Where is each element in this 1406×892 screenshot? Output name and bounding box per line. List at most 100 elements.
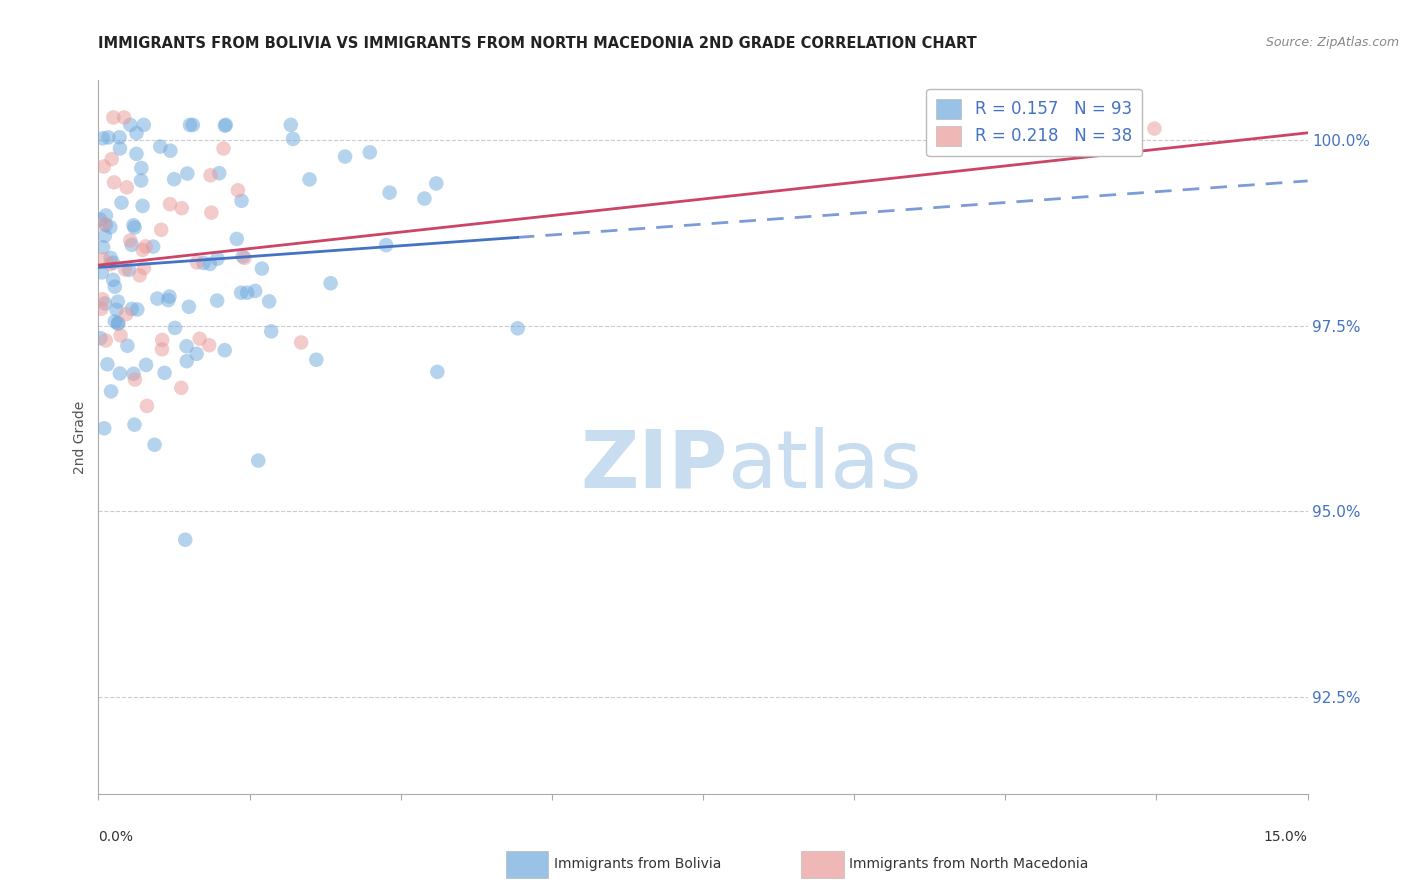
Point — [378, 186, 401, 200]
Point — [132, 260, 155, 275]
Point — [120, 118, 142, 132]
Point — [110, 328, 132, 343]
Point — [198, 338, 221, 352]
Point — [89, 212, 111, 227]
Point — [94, 228, 117, 243]
Point — [93, 160, 115, 174]
Point — [150, 333, 173, 347]
Point — [214, 343, 236, 358]
Point — [122, 367, 145, 381]
Point — [94, 218, 117, 232]
Point — [149, 139, 172, 153]
Point — [426, 365, 449, 379]
Point — [107, 317, 129, 331]
Point — [212, 141, 235, 155]
Point — [257, 294, 280, 309]
Point — [93, 421, 115, 435]
Point — [506, 321, 529, 335]
Point — [236, 285, 259, 300]
Point — [177, 300, 200, 314]
Point — [135, 239, 157, 253]
Point — [319, 277, 342, 291]
Point — [305, 352, 328, 367]
Text: Immigrants from North Macedonia: Immigrants from North Macedonia — [849, 857, 1088, 871]
Point — [103, 175, 125, 189]
Point — [121, 301, 143, 316]
Point — [131, 243, 153, 257]
Point — [125, 126, 148, 140]
Point — [163, 321, 186, 335]
Point — [112, 111, 135, 125]
Point — [122, 219, 145, 233]
Point — [104, 314, 127, 328]
Point — [107, 316, 129, 330]
Point — [208, 166, 231, 180]
Point — [150, 343, 173, 357]
Point — [413, 192, 436, 206]
Point — [115, 180, 138, 194]
Point — [125, 147, 148, 161]
Point — [281, 132, 304, 146]
Point — [188, 332, 211, 346]
Point — [97, 130, 120, 145]
Point — [375, 238, 398, 252]
Point — [131, 199, 153, 213]
Point — [105, 302, 128, 317]
Point — [101, 273, 124, 287]
Point — [170, 201, 193, 215]
Point — [176, 339, 198, 353]
Point — [176, 354, 198, 368]
Point — [91, 131, 114, 145]
Point — [229, 285, 252, 300]
Point — [207, 252, 229, 266]
Legend: R = 0.157   N = 93, R = 0.218   N = 38: R = 0.157 N = 93, R = 0.218 N = 38 — [927, 88, 1142, 156]
Point — [214, 119, 236, 133]
Point — [91, 252, 114, 267]
Point — [120, 234, 142, 248]
Point — [233, 251, 256, 265]
Point — [128, 268, 150, 283]
Point — [96, 357, 118, 371]
Point — [129, 173, 152, 187]
Point — [108, 130, 131, 145]
Point — [153, 366, 176, 380]
Text: Immigrants from Bolivia: Immigrants from Bolivia — [554, 857, 721, 871]
Point — [108, 142, 131, 156]
Point — [142, 239, 165, 253]
Point — [215, 118, 238, 132]
Point — [103, 111, 125, 125]
Point — [131, 161, 153, 175]
Point — [225, 232, 247, 246]
Point — [250, 261, 273, 276]
Point — [280, 118, 302, 132]
Point — [110, 195, 132, 210]
Point — [231, 194, 253, 208]
Point — [243, 284, 266, 298]
Point — [170, 381, 193, 395]
Point — [174, 533, 197, 547]
Point — [333, 149, 356, 163]
Point — [186, 255, 208, 269]
Point — [159, 289, 181, 303]
Point — [100, 152, 122, 166]
Point — [359, 145, 381, 160]
Point — [186, 347, 208, 361]
Point — [232, 250, 254, 264]
Point — [298, 172, 321, 186]
Point — [91, 240, 114, 254]
Point — [101, 256, 124, 270]
Point — [104, 279, 127, 293]
Point — [136, 399, 159, 413]
Point — [226, 183, 249, 197]
Point — [127, 302, 149, 317]
Point — [90, 301, 112, 316]
Text: IMMIGRANTS FROM BOLIVIA VS IMMIGRANTS FROM NORTH MACEDONIA 2ND GRADE CORRELATION: IMMIGRANTS FROM BOLIVIA VS IMMIGRANTS FR… — [98, 36, 977, 51]
Point — [107, 294, 129, 309]
Point — [118, 262, 141, 277]
Point — [124, 373, 146, 387]
Point — [247, 453, 270, 467]
Point — [157, 293, 180, 307]
Point — [114, 262, 136, 277]
Point — [1143, 121, 1166, 136]
Text: 15.0%: 15.0% — [1264, 830, 1308, 844]
